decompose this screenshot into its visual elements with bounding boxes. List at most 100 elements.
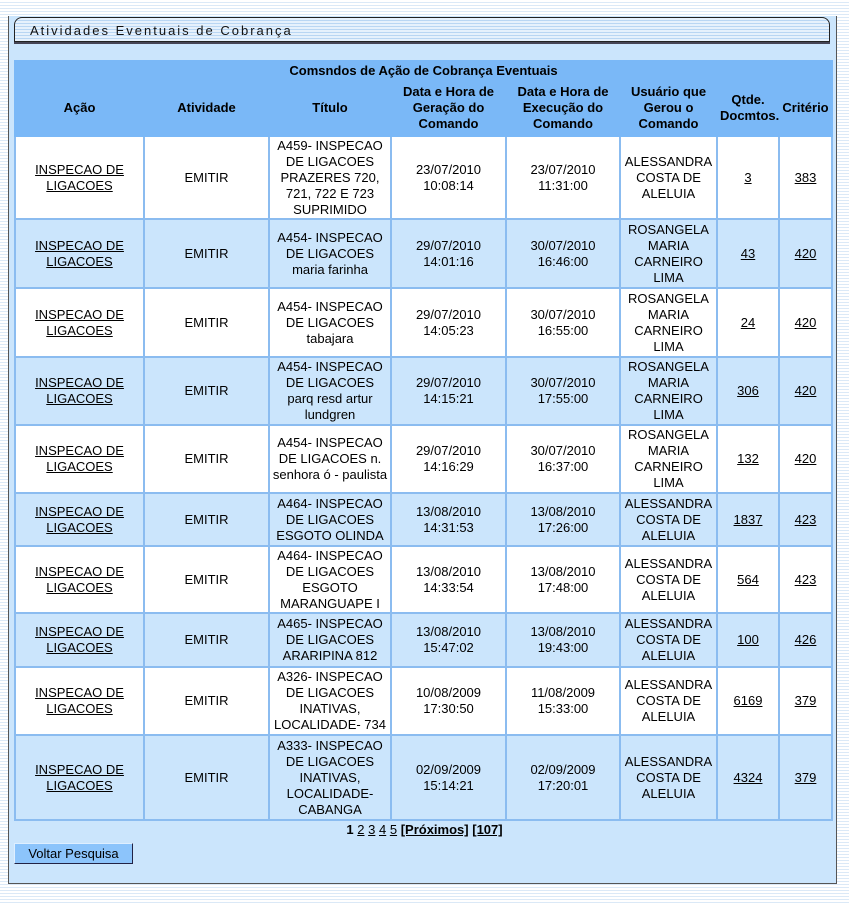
- cell-criterio: 383: [777, 135, 834, 220]
- qtde-link[interactable]: 4324: [733, 769, 763, 785]
- cell-usuario: ALESSANDRA COSTA DE ALELUIA: [619, 135, 718, 220]
- cell-acao: INSPECAO DE LIGACOES: [14, 356, 145, 426]
- table-row: INSPECAO DE LIGACOES EMITIR A454- INSPECAO…: [14, 287, 834, 358]
- cell-geracao: 10/08/2009 17:30:50: [390, 666, 507, 736]
- cell-qtde: 43: [716, 218, 780, 289]
- cell-criterio: 426: [777, 612, 834, 668]
- page-link-5[interactable]: 5: [389, 822, 398, 837]
- cell-acao: INSPECAO DE LIGACOES: [14, 666, 145, 736]
- cell-acao: INSPECAO DE LIGACOES: [14, 734, 145, 821]
- acao-link[interactable]: INSPECAO DE LIGACOES: [35, 624, 124, 655]
- acao-link[interactable]: INSPECAO DE LIGACOES: [35, 685, 124, 716]
- criterio-link[interactable]: 420: [794, 245, 817, 261]
- cell-criterio: 423: [777, 492, 834, 547]
- back-to-search-button[interactable]: Voltar Pesquisa: [14, 843, 133, 864]
- table-row: INSPECAO DE LIGACOES EMITIR A464- INSPECAO…: [14, 545, 834, 614]
- cell-usuario: ALESSANDRA COSTA DE ALELUIA: [619, 545, 718, 614]
- cell-acao: INSPECAO DE LIGACOES: [14, 612, 145, 668]
- cell-titulo: A465- INSPECAO DE LIGACOES ARARIPINA 812: [268, 612, 392, 668]
- cell-acao: INSPECAO DE LIGACOES: [14, 135, 145, 220]
- criterio-link[interactable]: 420: [794, 314, 817, 330]
- cell-titulo: A454- INSPECAO DE LIGACOES parq resd art…: [268, 356, 392, 426]
- qtde-link[interactable]: 132: [737, 451, 759, 466]
- column-header-acao: Ação: [14, 79, 145, 137]
- page-link-3[interactable]: 3: [368, 822, 376, 837]
- acao-link[interactable]: INSPECAO DE LIGACOES: [35, 503, 124, 535]
- acao-link[interactable]: INSPECAO DE LIGACOES: [35, 161, 124, 193]
- qtde-link[interactable]: 1837: [733, 511, 763, 527]
- cell-acao: INSPECAO DE LIGACOES: [14, 545, 145, 614]
- cell-acao: INSPECAO DE LIGACOES: [14, 218, 145, 289]
- table-row: INSPECAO DE LIGACOES EMITIR A454- INSPECAO…: [14, 218, 834, 289]
- table-caption: Comsndos de Ação de Cobrança Eventuais: [13, 60, 834, 81]
- cell-atividade: EMITIR: [143, 356, 270, 426]
- table-row: INSPECAO DE LIGACOES EMITIR A464- INSPECAO…: [14, 492, 834, 547]
- criterio-link[interactable]: 383: [794, 169, 817, 185]
- cell-execucao: 30/07/2010 16:46:00: [505, 218, 621, 289]
- cell-titulo: A464- INSPECAO DE LIGACOES ESGOTO MARANG…: [268, 545, 392, 614]
- cell-atividade: EMITIR: [143, 666, 270, 736]
- criterio-link[interactable]: 420: [794, 451, 817, 466]
- cell-execucao: 23/07/2010 11:31:00: [505, 135, 621, 220]
- column-header-titulo: Título: [268, 79, 392, 137]
- cell-atividade: EMITIR: [143, 135, 270, 220]
- page-link-4[interactable]: 4: [378, 822, 387, 837]
- qtde-link[interactable]: 3: [744, 169, 752, 185]
- cell-execucao: 30/07/2010 16:55:00: [505, 287, 621, 358]
- criterio-link[interactable]: 423: [794, 511, 817, 527]
- cell-usuario: ALESSANDRA COSTA DE ALELUIA: [619, 612, 718, 668]
- cell-criterio: 420: [777, 287, 834, 358]
- qtde-link[interactable]: 24: [740, 314, 756, 330]
- pagination: 1 2 3 4 5 [Próximos] [107]: [0, 822, 849, 837]
- cell-usuario: ALESSANDRA COSTA DE ALELUIA: [619, 492, 718, 547]
- column-header-usuario: Usuário que Gerou o Comando: [619, 79, 718, 137]
- acao-link[interactable]: INSPECAO DE LIGACOES: [35, 761, 124, 793]
- qtde-link[interactable]: 100: [737, 632, 759, 647]
- acao-link[interactable]: INSPECAO DE LIGACOES: [35, 375, 124, 406]
- cell-qtde: 24: [716, 287, 780, 358]
- page-title-bar: Atividades Eventuais de Cobrança: [14, 17, 830, 42]
- table-row: INSPECAO DE LIGACOES EMITIR A454- INSPECAO…: [14, 424, 834, 494]
- cell-geracao: 23/07/2010 10:08:14: [390, 135, 507, 220]
- qtde-link[interactable]: 43: [740, 245, 756, 261]
- cell-usuario: ALESSANDRA COSTA DE ALELUIA: [619, 666, 718, 736]
- table-row: INSPECAO DE LIGACOES EMITIR A459- INSPECAO…: [14, 135, 834, 220]
- cell-titulo: A333- INSPECAO DE LIGACOES INATIVAS, LOC…: [268, 734, 392, 821]
- cell-atividade: EMITIR: [143, 612, 270, 668]
- criterio-link[interactable]: 426: [794, 632, 817, 647]
- cell-titulo: A464- INSPECAO DE LIGACOES ESGOTO OLINDA: [268, 492, 392, 547]
- column-header-criterio: Critério: [777, 79, 834, 137]
- qtde-link[interactable]: 6169: [733, 693, 763, 708]
- acao-link[interactable]: INSPECAO DE LIGACOES: [35, 306, 124, 338]
- cell-qtde: 132: [716, 424, 780, 494]
- cell-titulo: A454- INSPECAO DE LIGACOES n. senhora ó …: [268, 424, 392, 494]
- cell-geracao: 29/07/2010 14:16:29: [390, 424, 507, 494]
- cell-usuario: ROSANGELA MARIA CARNEIRO LIMA: [619, 218, 718, 289]
- qtde-link[interactable]: 306: [737, 383, 759, 398]
- cell-execucao: 11/08/2009 15:33:00: [505, 666, 621, 736]
- cell-acao: INSPECAO DE LIGACOES: [14, 287, 145, 358]
- cell-criterio: 379: [777, 666, 834, 736]
- cell-atividade: EMITIR: [143, 545, 270, 614]
- page-link-2[interactable]: 2: [357, 822, 365, 837]
- criterio-link[interactable]: 379: [794, 693, 817, 708]
- last-page-link[interactable]: [107]: [472, 822, 503, 837]
- cell-usuario: ROSANGELA MARIA CARNEIRO LIMA: [619, 424, 718, 494]
- acao-link[interactable]: INSPECAO DE LIGACOES: [35, 237, 124, 269]
- cell-usuario: ROSANGELA MARIA CARNEIRO LIMA: [619, 287, 718, 358]
- acao-link[interactable]: INSPECAO DE LIGACOES: [35, 443, 124, 474]
- criterio-link[interactable]: 420: [794, 383, 817, 398]
- table-row: INSPECAO DE LIGACOES EMITIR A465- INSPECAO…: [14, 612, 834, 668]
- next-pages-link[interactable]: [Próximos]: [400, 822, 469, 837]
- acao-link[interactable]: INSPECAO DE LIGACOES: [35, 563, 124, 595]
- qtde-link[interactable]: 564: [737, 571, 759, 587]
- criterio-link[interactable]: 423: [794, 571, 817, 587]
- cell-criterio: 423: [777, 545, 834, 614]
- current-page: 1: [346, 822, 354, 837]
- cell-geracao: 13/08/2010 14:33:54: [390, 545, 507, 614]
- cell-execucao: 30/07/2010 16:37:00: [505, 424, 621, 494]
- cell-geracao: 13/08/2010 14:31:53: [390, 492, 507, 547]
- cell-qtde: 100: [716, 612, 780, 668]
- criterio-link[interactable]: 379: [794, 769, 817, 785]
- table-row: INSPECAO DE LIGACOES EMITIR A326- INSPECAO…: [14, 666, 834, 736]
